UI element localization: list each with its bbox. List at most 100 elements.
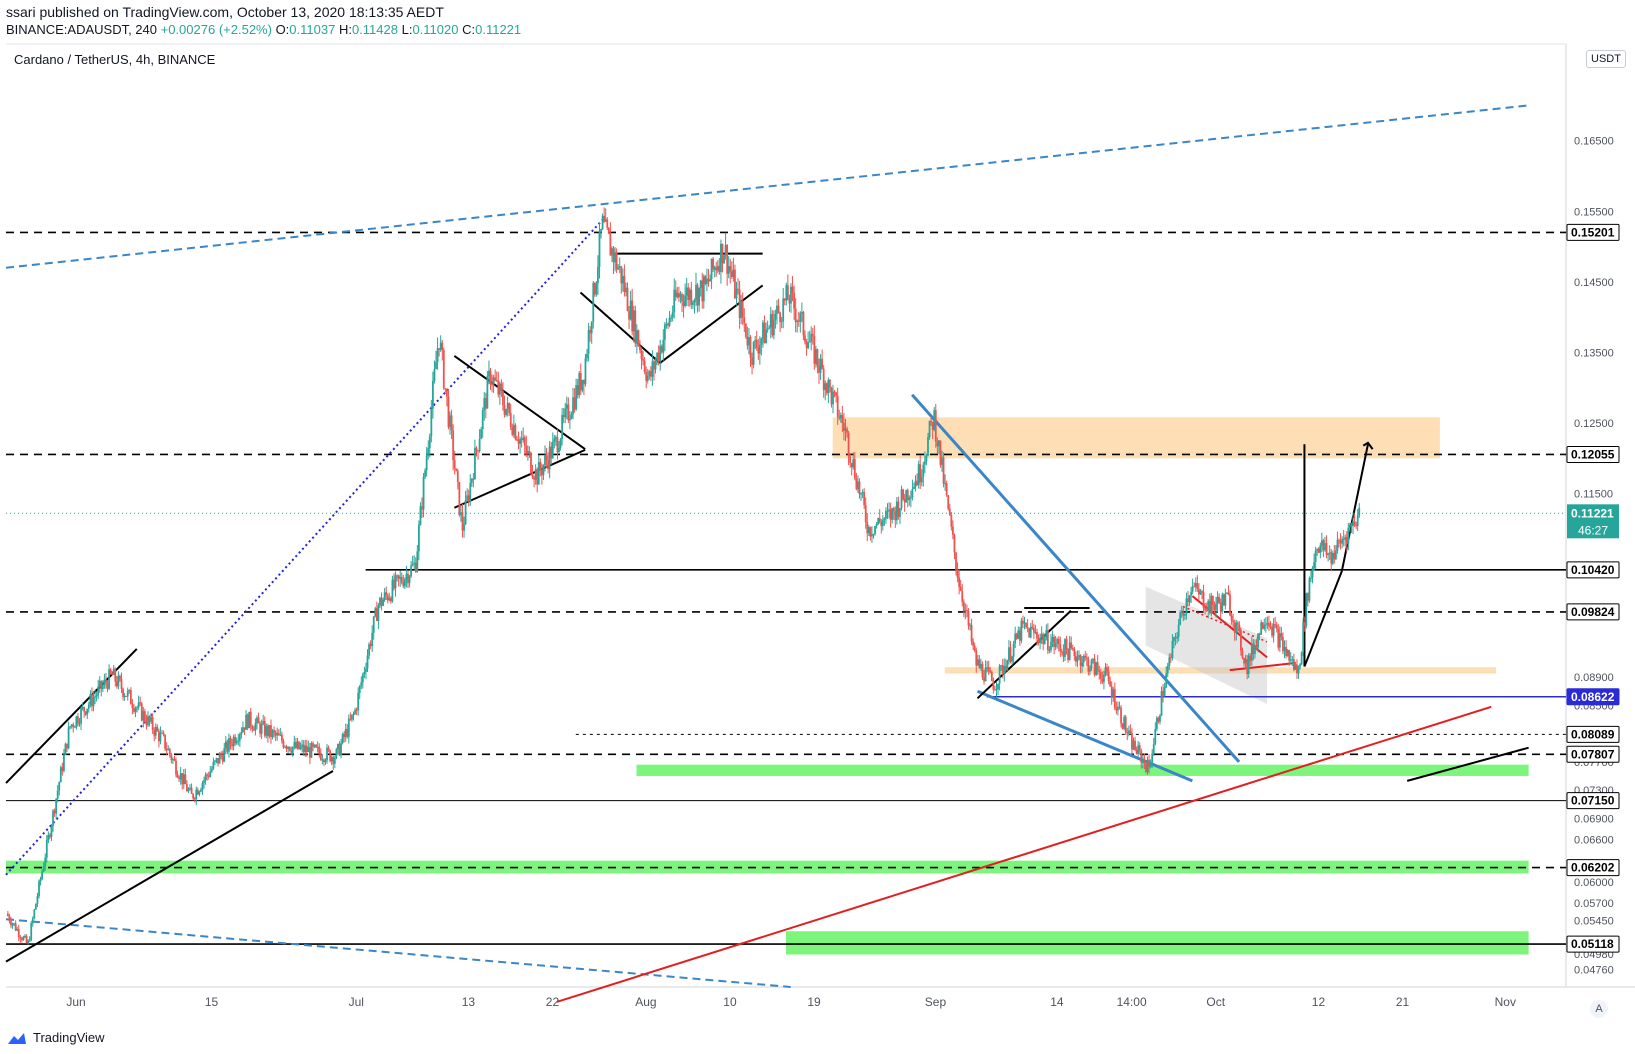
candle-body <box>685 287 688 296</box>
candle-body <box>470 478 473 483</box>
candle-body <box>508 403 511 413</box>
candle-body <box>738 289 741 318</box>
auto-scale-button[interactable]: A <box>1590 1000 1608 1018</box>
candle-body <box>1325 543 1328 555</box>
candle-body <box>810 333 813 342</box>
candle-body <box>660 346 663 353</box>
candle-body <box>1232 620 1235 623</box>
level-price-label: 0.10420 <box>1571 563 1615 577</box>
candle-body <box>600 229 602 233</box>
candle-body <box>966 609 968 611</box>
candle-body <box>1026 627 1029 629</box>
candle-body <box>659 346 662 362</box>
candle-body <box>780 321 783 323</box>
candle-body <box>829 379 831 388</box>
candle-body <box>1104 667 1107 675</box>
triangle-upper-line <box>453 355 586 450</box>
candle-body <box>892 508 895 512</box>
candle-body <box>727 266 730 274</box>
candle-body <box>558 447 560 453</box>
candle-body <box>1101 678 1104 683</box>
candle-body <box>936 441 939 447</box>
resistance-zone <box>832 417 1440 459</box>
candle-body <box>646 375 649 381</box>
candle-body <box>458 482 461 516</box>
candle-body <box>285 746 288 749</box>
candle-body <box>978 659 981 669</box>
candle-body <box>955 552 957 570</box>
candle-body <box>294 742 297 749</box>
candle-body <box>639 346 641 351</box>
candle-body <box>786 285 789 301</box>
candle-body <box>268 725 271 737</box>
candle-body <box>45 840 48 858</box>
candle-body <box>83 707 86 712</box>
candle-body <box>1169 657 1172 659</box>
candle-body <box>615 252 618 270</box>
candle-body <box>50 826 53 838</box>
candle-body <box>176 774 179 778</box>
candle-body <box>1081 662 1084 667</box>
candle-body <box>1310 577 1312 579</box>
candle-body <box>1347 527 1350 544</box>
candle-body <box>257 717 260 724</box>
candle-body <box>1292 659 1295 670</box>
candle-body <box>259 723 261 734</box>
candle-body <box>601 215 604 230</box>
candle-body <box>217 758 219 764</box>
candle-body <box>1082 655 1085 663</box>
candle-body <box>998 665 1001 684</box>
x-tick-label: 10 <box>723 995 737 1009</box>
open-value: 0.11037 <box>289 22 336 37</box>
candle-body <box>33 909 36 919</box>
candle-body <box>857 481 859 490</box>
candle-body <box>159 732 162 742</box>
candle-body <box>794 308 797 323</box>
candle-body <box>1193 586 1196 588</box>
candle-body <box>1183 614 1186 616</box>
candle-body <box>1165 673 1168 687</box>
candle-body <box>973 645 976 651</box>
candle-body <box>388 598 391 601</box>
candle-body <box>667 323 669 326</box>
price-change: +0.00276 (+2.52%) <box>160 22 272 37</box>
flag-channel <box>1145 586 1268 704</box>
tradingview-logo[interactable]: TradingView <box>6 1030 105 1045</box>
currency-button[interactable]: USDT <box>1586 50 1626 68</box>
bar-countdown: 46:27 <box>1578 523 1608 537</box>
candle-body <box>927 437 929 456</box>
level-price-label: 0.15201 <box>1571 225 1615 239</box>
candle-body <box>550 446 553 459</box>
candle-body <box>668 317 671 326</box>
candle-body <box>516 439 518 441</box>
candle-body <box>1140 750 1143 763</box>
candle-body <box>570 414 573 419</box>
candle-body <box>611 248 613 256</box>
candle-body <box>1159 715 1161 722</box>
candle-body <box>677 292 680 298</box>
candle-body <box>746 336 749 346</box>
x-tick-label: 21 <box>1396 995 1410 1009</box>
candle-body <box>1358 507 1361 516</box>
candle-body <box>768 327 771 329</box>
candle-body <box>774 313 777 320</box>
candle-body <box>344 729 347 738</box>
candle-body <box>431 381 434 409</box>
candle-body <box>157 731 160 742</box>
level-price-label: 0.12055 <box>1571 447 1615 461</box>
candle-body <box>391 579 394 602</box>
candle-body <box>1199 591 1202 595</box>
upper-dashed-trendline <box>5 104 1529 269</box>
candle-body <box>674 289 677 298</box>
candle-body <box>542 465 545 476</box>
candle-body <box>206 774 209 776</box>
candle-body <box>1064 639 1066 657</box>
candle-body <box>245 714 247 730</box>
candle-body <box>1126 732 1129 734</box>
candle-body <box>1188 595 1191 603</box>
candle-body <box>1117 706 1119 711</box>
candle-body <box>533 477 535 480</box>
high-value: 0.11428 <box>351 22 398 37</box>
candle-body <box>123 695 126 698</box>
